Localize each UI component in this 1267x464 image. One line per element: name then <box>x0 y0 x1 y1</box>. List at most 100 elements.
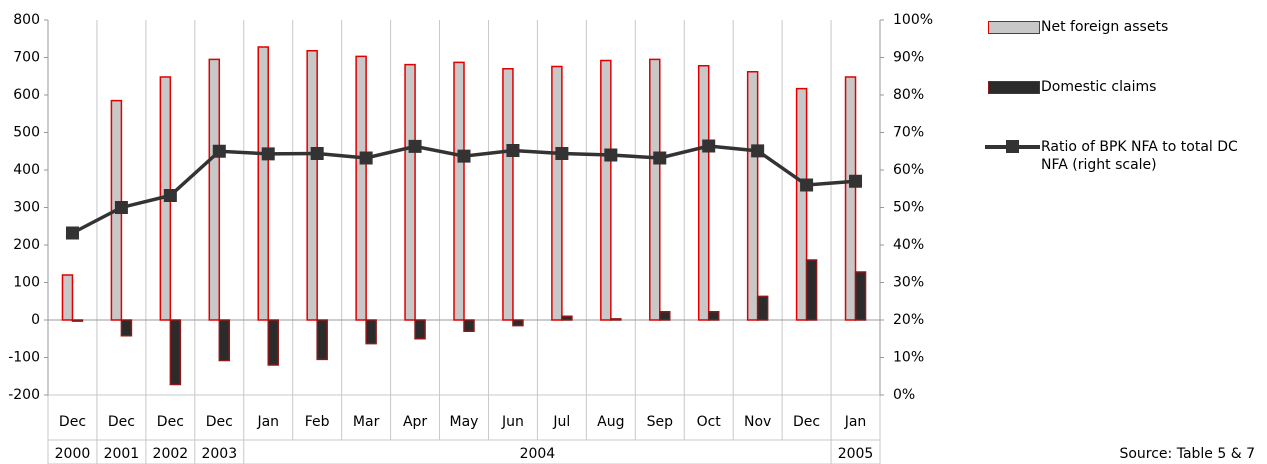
x-tick-label: Jun <box>501 414 524 430</box>
y2-tick-label: 90% <box>893 50 924 66</box>
marker <box>751 144 765 158</box>
y2-tick-label: 50% <box>893 200 924 216</box>
bar <box>844 76 857 321</box>
bar <box>71 319 84 322</box>
y-tick-label: 800 <box>13 12 40 28</box>
y2-tick-label: 100% <box>893 12 933 28</box>
x-group-label: 2002 <box>153 446 189 462</box>
bar <box>169 319 182 386</box>
x-tick-label: Jan <box>844 414 867 430</box>
x-group-label: 2005 <box>838 446 874 462</box>
x-tick-label: Nov <box>744 414 771 430</box>
marker <box>310 147 324 160</box>
bar <box>512 319 524 327</box>
bar <box>61 274 74 321</box>
marker <box>65 226 79 240</box>
y2-tick-label: 20% <box>893 312 924 328</box>
marker <box>359 151 373 165</box>
marker <box>604 148 618 162</box>
bar <box>756 295 769 321</box>
bar <box>316 319 328 361</box>
source-note: Source: Table 5 & 7 <box>1119 446 1255 462</box>
x-tick-label: Mar <box>353 414 380 430</box>
y2-tick-label: 40% <box>893 237 924 253</box>
bar <box>805 259 818 321</box>
bar <box>551 65 563 321</box>
marker <box>849 174 863 188</box>
bar <box>707 311 720 321</box>
y-tick-label: 700 <box>13 50 40 66</box>
y2-tick-label: 0% <box>893 387 915 403</box>
marker <box>555 147 569 160</box>
x-tick-label: Dec <box>157 414 184 430</box>
x-tick-label: Aug <box>597 414 624 430</box>
marker <box>653 151 667 165</box>
y-tick-label: 400 <box>13 162 40 178</box>
y-tick-label: -200 <box>8 387 40 403</box>
x-tick-label: Jan <box>256 414 279 430</box>
marker <box>114 201 128 214</box>
x-group-label: 2000 <box>55 446 91 462</box>
bar <box>208 58 221 321</box>
bar <box>561 315 573 321</box>
marker <box>261 147 275 161</box>
y-tick-label: 300 <box>13 200 40 216</box>
marker <box>408 139 422 153</box>
y2-tick-label: 70% <box>893 125 924 141</box>
legend-swatch <box>988 21 1040 34</box>
y-tick-label: 600 <box>13 87 40 103</box>
y2-tick-label: 80% <box>893 87 924 103</box>
bar <box>659 311 671 321</box>
x-tick-label: Sep <box>647 414 674 430</box>
bar <box>218 319 231 362</box>
x-tick-label: Dec <box>59 414 86 430</box>
x-tick-label: May <box>450 414 479 430</box>
x-tick-label: Dec <box>108 414 135 430</box>
bar <box>257 46 269 321</box>
bar <box>306 50 318 321</box>
bar <box>267 319 279 366</box>
x-tick-label: Apr <box>403 414 427 430</box>
y2-tick-label: 60% <box>893 162 924 178</box>
bar <box>120 319 133 337</box>
bar <box>404 63 416 321</box>
bar <box>746 71 759 321</box>
y2-tick-label: 30% <box>893 275 924 291</box>
marker <box>702 139 716 153</box>
y-tick-label: 200 <box>13 237 40 253</box>
bar <box>610 318 622 321</box>
bar <box>414 319 426 340</box>
marker <box>800 178 814 192</box>
x-group-label: 2004 <box>520 446 556 462</box>
x-group-label: 2001 <box>104 446 140 462</box>
x-tick-label: Feb <box>305 414 330 430</box>
bar <box>365 319 377 345</box>
bar <box>463 319 475 332</box>
bar <box>697 65 710 321</box>
x-tick-label: Jul <box>552 414 570 430</box>
legend-marker <box>1006 140 1019 153</box>
legend-label: Ratio of BPK NFA to total DC NFA (right … <box>1041 139 1238 173</box>
bar <box>854 271 867 321</box>
x-tick-label: Dec <box>206 414 233 430</box>
bar <box>600 59 612 321</box>
x-group-label: 2003 <box>201 446 237 462</box>
legend-label: Net foreign assets <box>1041 19 1169 35</box>
marker <box>457 149 471 163</box>
y-tick-label: -100 <box>8 350 40 366</box>
y-tick-label: 0 <box>31 312 40 328</box>
marker <box>163 189 177 202</box>
bar <box>502 68 514 321</box>
y-tick-label: 500 <box>13 125 40 141</box>
bar <box>649 58 661 321</box>
bar <box>795 87 808 321</box>
marker <box>212 144 226 158</box>
legend-label: Domestic claims <box>1041 79 1157 95</box>
legend-swatch <box>988 81 1040 94</box>
marker <box>506 144 520 157</box>
legend-swatch <box>985 140 1040 153</box>
y2-tick-label: 10% <box>893 350 924 366</box>
bar <box>355 55 367 321</box>
